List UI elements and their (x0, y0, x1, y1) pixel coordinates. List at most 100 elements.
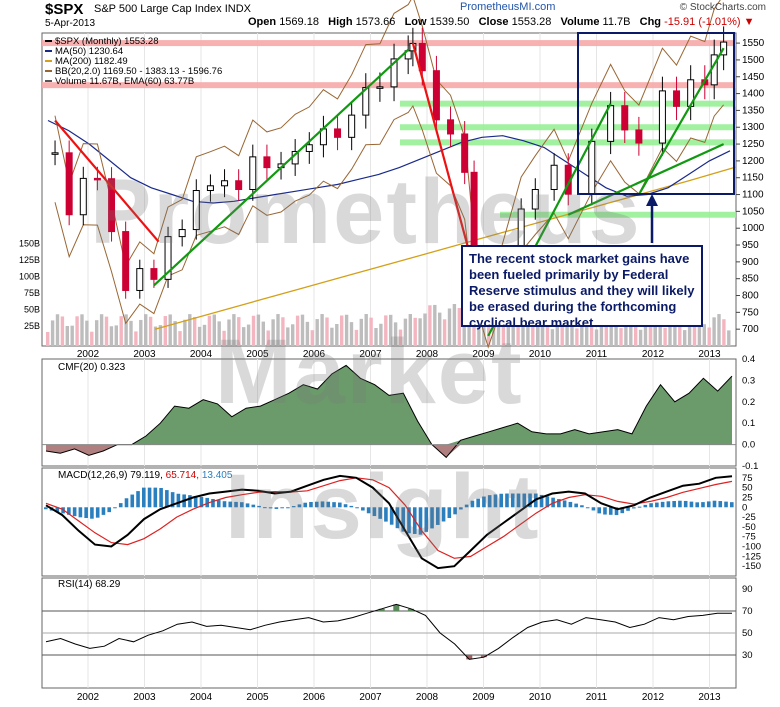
macd-histogram-bar (257, 505, 261, 508)
macd-tick-label: -75 (742, 532, 756, 543)
rsi-line (45, 603, 732, 660)
volume-bar (526, 313, 530, 346)
symbol: $SPX (45, 1, 84, 18)
macd-histogram-bar (378, 507, 382, 519)
volume-bar (717, 314, 721, 346)
macd-histogram-bar (384, 507, 388, 522)
macd-histogram-bar (124, 498, 129, 508)
x-tick-label-bottom: 2013 (698, 692, 721, 703)
y-tick-label: 1300 (742, 122, 765, 133)
macd-histogram-bar (251, 504, 256, 508)
candle-body (65, 152, 73, 216)
volume-bar (75, 316, 79, 346)
cmf-tick-label: -0.1 (742, 461, 758, 472)
volume-bar (85, 320, 89, 346)
macd-histogram-bar (712, 500, 717, 508)
y-tick-label: 950 (742, 240, 759, 251)
bb-upper (54, 0, 721, 298)
volume-bar (511, 312, 515, 346)
volume-bar (457, 308, 461, 346)
volume-bar (90, 331, 94, 346)
volume-bar (114, 325, 118, 346)
macd-histogram-bar (389, 507, 394, 525)
cmf-tick-label: 0.1 (742, 418, 755, 429)
macd-histogram-bar (153, 487, 158, 508)
macd-histogram-bar (706, 501, 711, 508)
candle-body (263, 156, 271, 169)
candle-body (334, 128, 342, 138)
macd-histogram-bar (188, 495, 192, 508)
volume-bar (246, 324, 251, 346)
trendline-up-2011 (637, 47, 725, 196)
volume-bar (384, 315, 388, 346)
volume-bar (663, 327, 667, 346)
macd-histogram-bar (142, 487, 146, 508)
volume-bar (648, 314, 653, 346)
x-tick-label-bottom: 2012 (642, 692, 665, 703)
macd-histogram-bar (147, 487, 152, 508)
macd-histogram-bar (637, 506, 642, 508)
macd-histogram-bar (55, 507, 60, 513)
volume-bar (452, 304, 457, 346)
candle-body (79, 177, 87, 216)
volume-bar (65, 325, 69, 346)
volume-bar (217, 321, 221, 346)
macd-histogram-bar (493, 494, 498, 508)
volume-bar (281, 317, 285, 346)
volume-bar (305, 321, 310, 346)
rsi-tick-label: 50 (742, 628, 753, 639)
candle-body (348, 114, 356, 138)
macd-histogram-bar (695, 502, 700, 508)
volume-bar (683, 330, 687, 346)
macd-histogram-bar (309, 501, 313, 508)
legend-entry: $SPX (Monthly) 1553.28 (55, 36, 159, 47)
trendline-up-2003 (153, 49, 409, 287)
x-tick-label-bottom: 2009 (472, 692, 495, 703)
volume-bar (423, 313, 427, 346)
volume-bar (585, 314, 589, 346)
volume-bar (487, 318, 491, 346)
macd-histogram-bar (643, 504, 648, 508)
macd-histogram-bar (193, 495, 198, 508)
macd-histogram-bar (557, 499, 561, 508)
x-tick-label: 2002 (77, 349, 100, 360)
macd-histogram-bar (510, 493, 515, 508)
volume-bar (207, 315, 212, 346)
macd-histogram-bar (216, 500, 221, 508)
y-tick-label: 1400 (742, 89, 765, 100)
volume-bar (55, 314, 60, 346)
macd-histogram-bar (724, 501, 728, 508)
candle-body (447, 119, 455, 135)
x-tick-label-bottom: 2008 (416, 692, 439, 703)
x-tick-label-bottom: 2006 (303, 692, 326, 703)
volume-bar (202, 324, 207, 346)
volume-bar (467, 313, 471, 346)
macd-histogram-bar (205, 497, 210, 508)
x-tick-label: 2013 (698, 349, 721, 360)
x-tick-label-bottom: 2005 (246, 692, 269, 703)
macd-histogram-bar (574, 503, 578, 508)
macd-histogram-bar (274, 507, 279, 509)
cmf-tick-label: 0.3 (742, 375, 755, 386)
volume-bar (712, 317, 716, 346)
index-name: S&P 500 Large Cap Index INDX (94, 3, 251, 15)
macd-tick-label: -125 (742, 551, 761, 562)
volume-bar (300, 314, 305, 346)
macd-histogram-bar (372, 507, 377, 517)
volume-bar (560, 314, 564, 346)
bb-lower (54, 104, 724, 349)
volume-bar (124, 314, 128, 346)
macd-histogram-bar (580, 505, 584, 508)
macd-histogram-bar (297, 504, 302, 508)
x-tick-label: 2009 (472, 349, 495, 360)
macd-histogram-bar (130, 494, 135, 508)
volume-bar (188, 314, 192, 346)
volume-bar (222, 330, 226, 346)
candle-body (673, 90, 681, 107)
x-tick-label: 2007 (359, 349, 382, 360)
macd-histogram-bar (303, 502, 308, 508)
macd-histogram-bar (338, 502, 342, 508)
volume-bar (408, 314, 412, 346)
y-tick-label: 850 (742, 274, 759, 285)
x-tick-label-bottom: 2010 (529, 692, 552, 703)
